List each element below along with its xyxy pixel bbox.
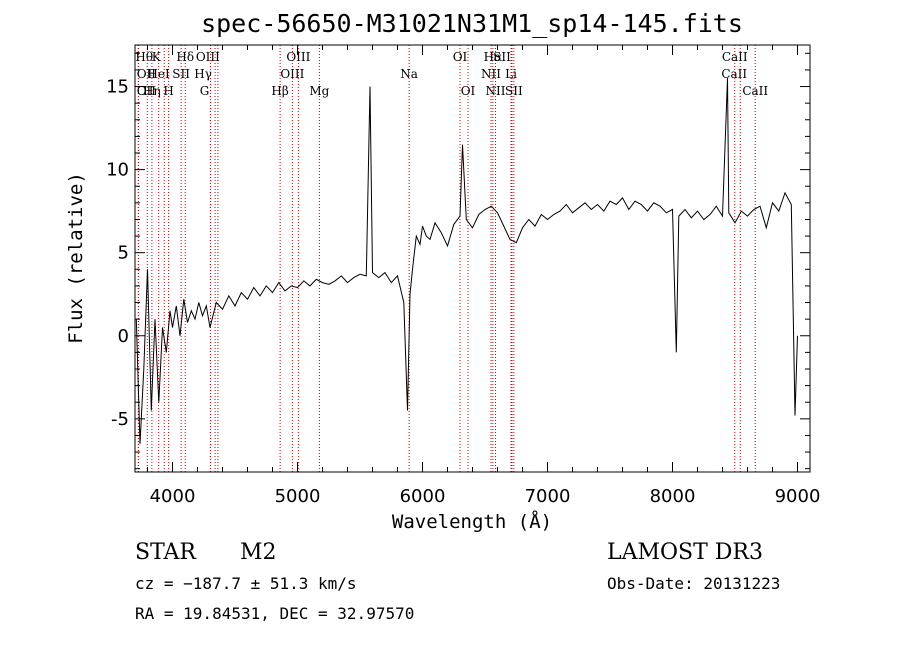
line-label: HeI <box>147 67 170 81</box>
x-tick-label: 8000 <box>650 486 696 507</box>
line-label: K <box>152 50 162 64</box>
survey-name: LAMOST DR3 <box>607 540 763 565</box>
emission-line-markers <box>137 45 756 472</box>
x-tick-label: 6000 <box>400 486 446 507</box>
x-tick-label: 5000 <box>275 486 321 507</box>
ra-dec-coordinates: RA = 19.84531, DEC = 32.97570 <box>135 604 414 623</box>
line-label: Hβ <box>271 84 288 98</box>
y-tick-label: 15 <box>106 77 129 98</box>
line-label: H <box>163 84 173 98</box>
line-label: Hη <box>143 84 161 98</box>
line-label: SII <box>493 50 511 64</box>
line-label: CaII <box>721 67 747 81</box>
redshift-velocity: cz = −187.7 ± 51.3 km/s <box>135 574 357 593</box>
line-label: Hα <box>484 50 503 64</box>
line-label: CaII <box>722 50 748 64</box>
line-label: OII <box>137 67 157 81</box>
line-label: OII <box>137 84 157 98</box>
y-tick-label: -5 <box>111 409 129 430</box>
line-label: Hδ <box>176 50 194 64</box>
line-label: OIII <box>280 67 304 81</box>
line-label: SII <box>172 67 190 81</box>
object-class: STAR <box>135 540 197 565</box>
chart-title: spec-56650-M31021N31M1_sp14-145.fits <box>201 9 743 38</box>
line-label: NII <box>486 84 506 98</box>
line-label: OIII <box>196 50 220 64</box>
y-tick-label: 0 <box>118 326 129 347</box>
spectrum-line <box>135 78 798 444</box>
line-label: OIII <box>286 50 310 64</box>
y-axis-ticks: -5 0 5 10 15 <box>106 52 810 470</box>
x-tick-label: 4000 <box>150 486 196 507</box>
line-label: OI <box>453 50 468 64</box>
line-label: Li <box>505 67 517 81</box>
x-tick-label: 9000 <box>775 486 821 507</box>
plot-frame <box>134 44 811 473</box>
y-axis-label: Flux (relative) <box>65 172 87 344</box>
line-label: Hθ <box>135 50 153 64</box>
line-label: Hγ <box>194 67 212 81</box>
observation-date: Obs-Date: 20131223 <box>607 574 780 593</box>
line-label: Mg <box>309 84 329 98</box>
emission-line-labels: Hθ OII OII K HeI Hη H Hδ SII OIII Hγ G OIII OIII Hβ Mg N… <box>135 50 768 98</box>
y-tick-label: 5 <box>118 243 129 264</box>
line-label: SII <box>505 84 523 98</box>
y-tick-label: 10 <box>106 160 129 181</box>
line-label: G <box>200 84 210 98</box>
object-subclass: M2 <box>240 540 277 565</box>
line-label: NII <box>481 67 501 81</box>
line-label: CaII <box>742 84 768 98</box>
x-tick-label: 7000 <box>525 486 571 507</box>
line-label: OI <box>461 84 476 98</box>
x-axis-label: Wavelength (Å) <box>392 510 552 533</box>
x-axis-ticks: 4000 5000 6000 7000 8000 9000 <box>147 45 821 507</box>
line-label: Na <box>400 67 418 81</box>
